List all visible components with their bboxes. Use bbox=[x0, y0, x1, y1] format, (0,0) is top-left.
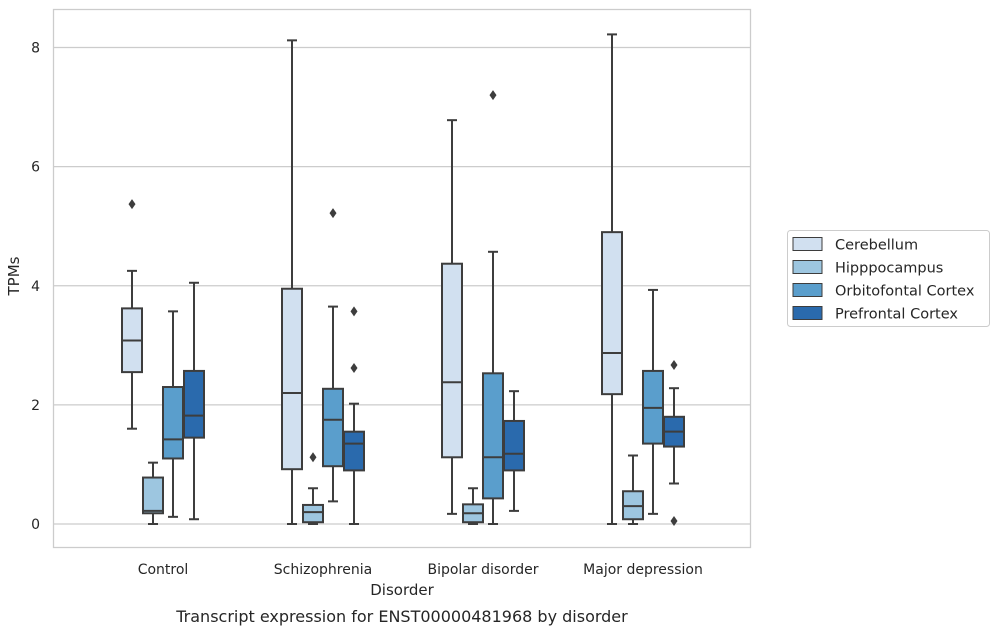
box-iqr bbox=[302, 503, 324, 524]
legend-label: Hipppocampus bbox=[835, 261, 943, 277]
x-axis-title: Disorder bbox=[370, 581, 434, 599]
box-cerebellum-3 bbox=[601, 33, 623, 525]
box-cerebellum-2 bbox=[441, 119, 463, 515]
box-cerebellum-0 bbox=[121, 199, 143, 430]
legend-swatch bbox=[792, 260, 823, 274]
x-axis-ticks: Control Schizophrenia Bipolar disorder Majo… bbox=[138, 562, 703, 578]
box-hipppocampus-2 bbox=[462, 487, 484, 525]
y-tick-label: 8 bbox=[31, 41, 40, 57]
y-tick-label: 2 bbox=[31, 398, 40, 414]
box-orbitofontal-cortex-1 bbox=[322, 208, 344, 503]
box-iqr bbox=[441, 262, 463, 459]
y-axis-ticks: 0 2 4 6 8 bbox=[31, 41, 40, 534]
x-tick-label: Major depression bbox=[583, 562, 703, 578]
box-prefrontal-cortex-3 bbox=[663, 359, 685, 527]
box-iqr bbox=[142, 476, 164, 515]
box-iqr bbox=[322, 387, 344, 468]
box-orbitofontal-cortex-0 bbox=[162, 310, 184, 518]
box-iqr bbox=[343, 430, 365, 472]
x-tick-label: Schizophrenia bbox=[274, 562, 372, 578]
outlier-point bbox=[329, 208, 337, 219]
box-orbitofontal-cortex-2 bbox=[482, 90, 504, 525]
box-iqr bbox=[162, 386, 184, 460]
outlier-point bbox=[309, 452, 317, 463]
outlier-point bbox=[670, 359, 678, 370]
legend-item: Prefrontal Cortex bbox=[792, 306, 958, 323]
legend-frame bbox=[787, 230, 990, 327]
chart-caption: Transcript expression for ENST0000048196… bbox=[175, 607, 628, 626]
outlier-point bbox=[350, 362, 358, 373]
outlier-point bbox=[350, 306, 358, 317]
legend-label: Cerebellum bbox=[835, 238, 918, 254]
legend-item: Orbitofontal Cortex bbox=[792, 283, 975, 300]
y-tick-label: 4 bbox=[31, 279, 40, 295]
box-orbitofontal-cortex-3 bbox=[642, 288, 664, 515]
box-iqr bbox=[601, 231, 623, 396]
x-tick-label: Control bbox=[138, 562, 189, 578]
y-tick-label: 6 bbox=[31, 160, 40, 176]
legend-item: Cerebellum bbox=[792, 237, 918, 254]
outlier-point bbox=[128, 199, 136, 210]
grid-lines bbox=[53, 46, 751, 525]
box-hipppocampus-3 bbox=[622, 454, 644, 525]
y-tick-label: 0 bbox=[31, 517, 40, 533]
legend-item: Hipppocampus bbox=[792, 260, 943, 277]
legend-swatch bbox=[792, 306, 823, 320]
outlier-point bbox=[489, 90, 497, 101]
box-hipppocampus-0 bbox=[142, 461, 164, 525]
box-cerebellum-1 bbox=[281, 39, 303, 525]
legend: Cerebellum Hipppocampus Orbitofontal Corte… bbox=[787, 230, 990, 327]
plot-marks bbox=[121, 33, 685, 527]
box-iqr bbox=[281, 287, 303, 471]
outlier-point bbox=[670, 516, 678, 527]
box-prefrontal-cortex-2 bbox=[503, 390, 525, 512]
box-iqr bbox=[183, 369, 205, 439]
y-axis-title: TPMs bbox=[5, 256, 23, 296]
x-tick-label: Bipolar disorder bbox=[427, 562, 538, 578]
box-prefrontal-cortex-1 bbox=[343, 306, 365, 525]
box-hipppocampus-1 bbox=[302, 452, 324, 525]
box-iqr bbox=[482, 372, 504, 500]
legend-label: Prefrontal Cortex bbox=[835, 307, 958, 323]
legend-swatch bbox=[792, 283, 823, 297]
box-prefrontal-cortex-0 bbox=[183, 281, 205, 521]
legend-label: Orbitofontal Cortex bbox=[835, 284, 975, 300]
box-iqr bbox=[503, 419, 525, 472]
legend-swatch bbox=[792, 237, 823, 251]
plot-frame bbox=[52, 8, 752, 549]
